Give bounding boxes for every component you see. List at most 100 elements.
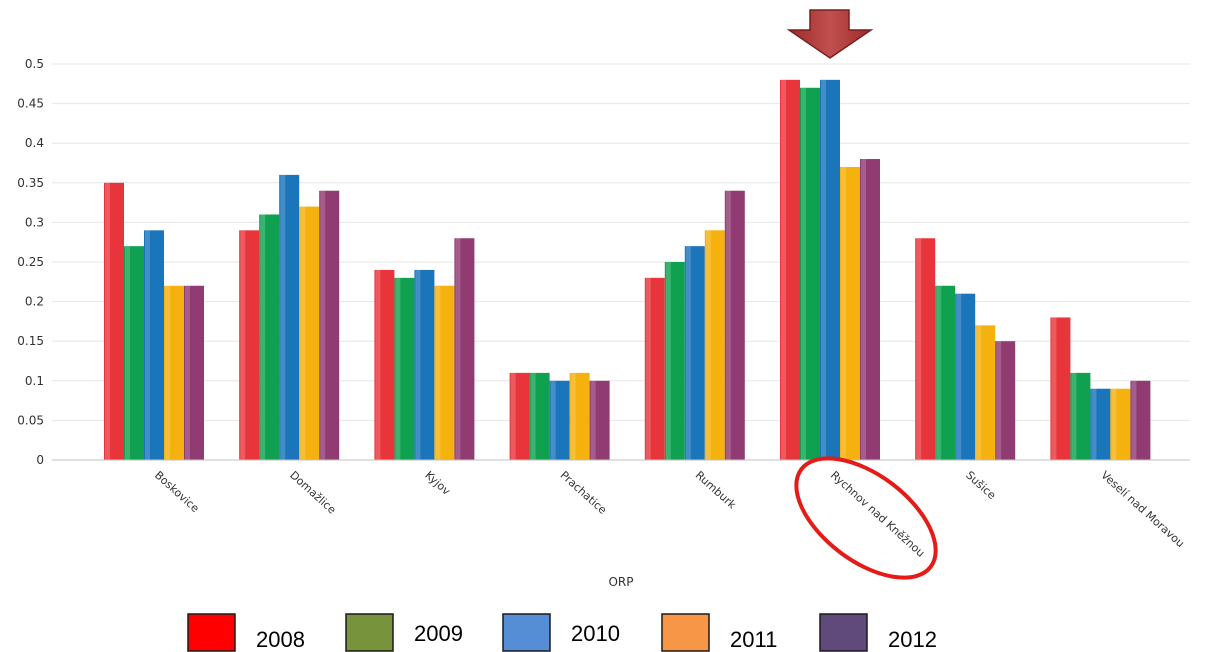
bar-shade bbox=[821, 79, 826, 460]
bar-shade bbox=[260, 214, 266, 460]
bar-2008-2 bbox=[374, 269, 395, 460]
y-tick-label: 0.2 bbox=[25, 295, 44, 309]
legend-swatch-2012 bbox=[819, 613, 868, 652]
bar-shade bbox=[455, 238, 461, 460]
bar-shade bbox=[105, 182, 110, 461]
bar-shade bbox=[530, 372, 536, 460]
bar-shade bbox=[1111, 388, 1117, 460]
highlight-down-arrow-icon bbox=[786, 9, 874, 59]
x-category-label: Boskovice bbox=[152, 469, 202, 516]
legend-swatch-2009 bbox=[345, 613, 394, 652]
bar-2010-2 bbox=[414, 269, 435, 460]
bar-shade bbox=[1071, 372, 1077, 460]
bar-2011-4 bbox=[704, 230, 725, 460]
bar-2012-4 bbox=[724, 190, 745, 460]
bar-shade bbox=[705, 230, 711, 460]
bar-2008-0 bbox=[104, 182, 124, 461]
bar-2012-0 bbox=[184, 285, 204, 460]
bar-2011-3 bbox=[569, 372, 590, 460]
x-category-label: Veselí nad Moravou bbox=[1098, 469, 1187, 551]
bar-shade bbox=[165, 285, 170, 460]
bar-2009-2 bbox=[394, 277, 415, 460]
bar-2009-4 bbox=[664, 262, 685, 460]
x-category-label: Rychnov nad Kněžnou bbox=[828, 469, 927, 560]
legend-swatch-2008 bbox=[187, 613, 236, 652]
x-category-label: Kyjov bbox=[422, 469, 453, 499]
bar-shade bbox=[936, 285, 942, 460]
bar-2010-4 bbox=[684, 246, 705, 460]
bar-2008-5 bbox=[780, 79, 800, 460]
bar-shade bbox=[685, 246, 691, 460]
bar-2012-7 bbox=[1130, 380, 1151, 460]
legend-swatch-2011 bbox=[661, 613, 710, 652]
bar-shade bbox=[550, 380, 556, 460]
bar-2008-4 bbox=[644, 277, 665, 460]
bar-2008-7 bbox=[1050, 317, 1071, 460]
y-tick-label: 0.35 bbox=[17, 176, 44, 190]
bar-2011-2 bbox=[434, 285, 455, 460]
bar-shade bbox=[125, 246, 130, 460]
bar-2010-6 bbox=[955, 293, 976, 460]
grid-lines bbox=[52, 63, 1190, 421]
bar-shade bbox=[280, 174, 286, 460]
bar-shade bbox=[1091, 388, 1097, 460]
bar-shade bbox=[996, 341, 1002, 460]
bar-shade bbox=[320, 190, 326, 460]
bar-shade bbox=[781, 79, 786, 460]
bar-2008-3 bbox=[509, 372, 530, 460]
bar-shade bbox=[375, 269, 381, 460]
bar-2012-6 bbox=[995, 341, 1016, 460]
bar-2010-5 bbox=[820, 79, 840, 460]
bar-2011-5 bbox=[840, 166, 860, 460]
bar-shade bbox=[665, 262, 671, 460]
y-tick-label: 0.45 bbox=[17, 97, 44, 111]
bar-2011-0 bbox=[164, 285, 184, 460]
bar-shade bbox=[645, 277, 651, 460]
bar-2010-3 bbox=[549, 380, 570, 460]
legend: 2008 2009 2010 2011 2012 bbox=[187, 613, 937, 652]
bar-2008-6 bbox=[915, 238, 936, 460]
bar-shade bbox=[956, 293, 962, 460]
bar-shade bbox=[435, 285, 441, 460]
bar-2012-3 bbox=[589, 380, 610, 460]
y-tick-label: 0.3 bbox=[25, 215, 44, 229]
bar-shade bbox=[1051, 317, 1057, 460]
y-tick-label: 0.4 bbox=[25, 136, 44, 150]
bar-2008-1 bbox=[239, 230, 260, 460]
y-tick-label: 0.1 bbox=[25, 374, 44, 388]
bar-shade bbox=[976, 325, 982, 460]
bar-shade bbox=[185, 285, 190, 460]
bar-2009-7 bbox=[1070, 372, 1091, 460]
x-category-label: Rumburk bbox=[693, 469, 739, 512]
bar-2010-7 bbox=[1090, 388, 1111, 460]
legend-label-2008: 2008 bbox=[256, 627, 305, 652]
legend-label-2009: 2009 bbox=[414, 621, 463, 646]
bar-shade bbox=[916, 238, 922, 460]
bar-shade bbox=[1131, 380, 1137, 460]
y-axis-ticks: 0 0.05 0.1 0.15 0.2 0.25 0.3 0.35 0.4 0.45 0.5 bbox=[17, 57, 44, 467]
x-category-label: Sušice bbox=[963, 469, 998, 503]
bar-shade bbox=[395, 277, 401, 460]
bar-2009-1 bbox=[259, 214, 280, 460]
bar-shade bbox=[510, 372, 516, 460]
bar-shade bbox=[861, 159, 866, 461]
x-axis-category-labels: Boskovice Domažlice Kyjov Prachatice Rumburk… bbox=[152, 469, 1187, 560]
bars bbox=[104, 79, 1151, 461]
bar-2012-1 bbox=[319, 190, 340, 460]
legend-label-2010: 2010 bbox=[571, 621, 620, 646]
bar-2009-5 bbox=[800, 87, 820, 460]
legend-label-2011: 2011 bbox=[730, 627, 777, 652]
y-tick-label: 0 bbox=[36, 453, 44, 467]
bar-shade bbox=[570, 372, 576, 460]
x-category-label: Prachatice bbox=[558, 469, 610, 517]
bar-2012-2 bbox=[454, 238, 475, 460]
bar-shade bbox=[725, 190, 731, 460]
legend-swatch-2010 bbox=[502, 613, 551, 652]
x-category-label: Domažlice bbox=[287, 469, 338, 517]
y-tick-label: 0.05 bbox=[17, 413, 44, 427]
bar-2011-1 bbox=[299, 206, 320, 460]
bar-2012-5 bbox=[860, 159, 880, 461]
bar-shade bbox=[300, 206, 306, 460]
bar-shade bbox=[841, 166, 846, 460]
